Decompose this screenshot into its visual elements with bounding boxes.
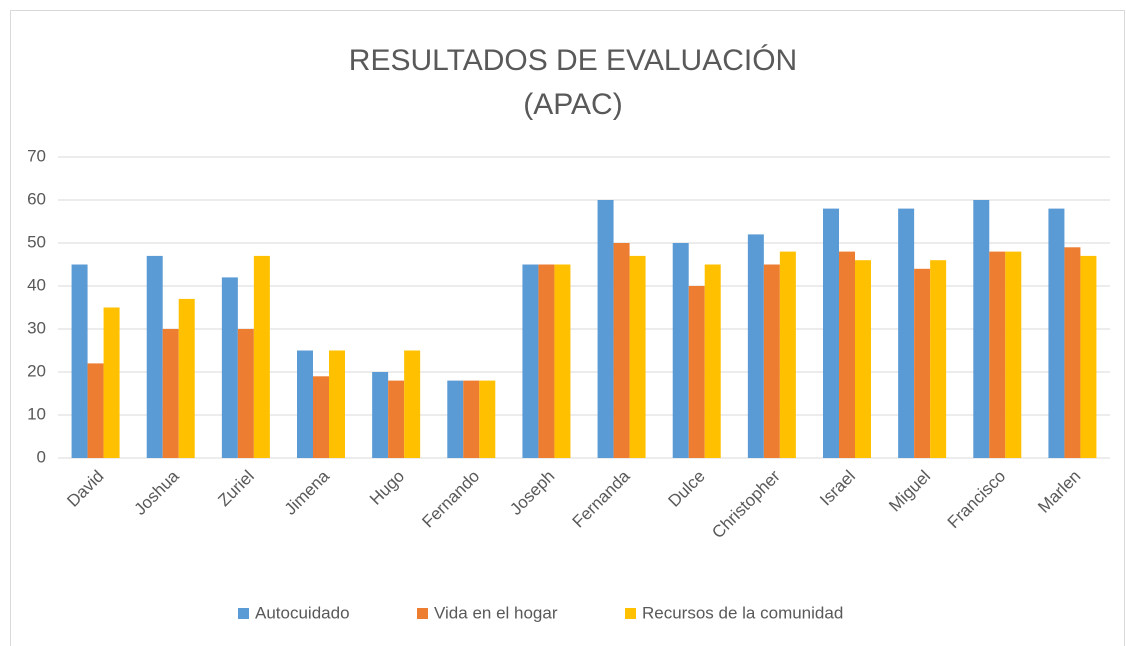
bar [747,234,764,458]
x-tick-label: Christopher [708,466,784,542]
y-tick-label: 50 [27,232,46,251]
x-tick-label: David [63,467,107,511]
y-tick-label: 60 [27,189,46,208]
bar [237,329,254,458]
bar [1005,251,1022,458]
bar [178,298,195,458]
legend-swatch [625,608,636,619]
bar [898,208,915,458]
y-tick-label: 20 [27,361,46,380]
bar [87,363,104,458]
chart-title: (APAC) [523,88,622,121]
bar [71,264,88,458]
bar [855,260,871,458]
bar [313,376,329,458]
x-tick-label: Fernando [418,467,483,532]
x-tick-label: Israel [816,467,859,510]
bar [103,307,120,458]
y-tick-label: 70 [27,146,46,165]
x-tick-label: Miguel [885,467,934,516]
legend-label: Autocuidado [255,603,350,622]
bar [146,255,163,458]
bar [253,255,270,458]
y-tick-label: 40 [27,275,46,294]
bar [704,264,721,458]
bar [989,251,1006,458]
x-tick-label: Jimena [281,466,334,519]
legend-label: Vida en el hogar [434,603,558,622]
bar [839,251,855,458]
bar [554,264,571,458]
bar [688,286,705,458]
x-tick-label: Dulce [665,467,709,511]
bar [613,243,630,458]
bar [404,350,421,458]
bar [538,264,555,458]
bar [629,255,646,458]
x-tick-label: Joseph [506,467,558,519]
chart-title: RESULTADOS DE EVALUACIÓN [349,44,797,77]
bar [597,200,614,458]
bar [522,264,539,458]
y-tick-label: 30 [27,318,46,337]
bar [914,268,931,458]
bar [162,329,179,458]
y-tick-label: 10 [27,404,46,423]
x-tick-label: Francisco [944,467,1010,533]
bar [372,372,389,458]
bar [479,380,496,458]
bar [1064,247,1081,458]
bar [930,260,947,458]
x-tick-label: Joshua [131,466,184,519]
bar [388,380,405,458]
bar [329,350,345,458]
x-tick-label: Marlen [1034,467,1084,517]
legend-swatch [238,608,249,619]
y-tick-label: 0 [37,447,46,466]
bar [297,350,313,458]
bar [973,200,990,458]
chart-frame [10,10,1125,646]
legend-swatch [417,608,428,619]
bar [221,277,238,458]
x-tick-label: Fernanda [569,466,634,531]
bar [823,208,839,458]
bar [1048,208,1065,458]
x-tick-label: Zuriel [214,467,257,510]
bar [447,380,464,458]
bar [763,264,780,458]
bar [463,380,480,458]
bar [672,243,689,458]
legend-label: Recursos de la comunidad [642,603,843,622]
bar [779,251,796,458]
bar [1080,255,1097,458]
x-tick-label: Hugo [366,467,408,509]
